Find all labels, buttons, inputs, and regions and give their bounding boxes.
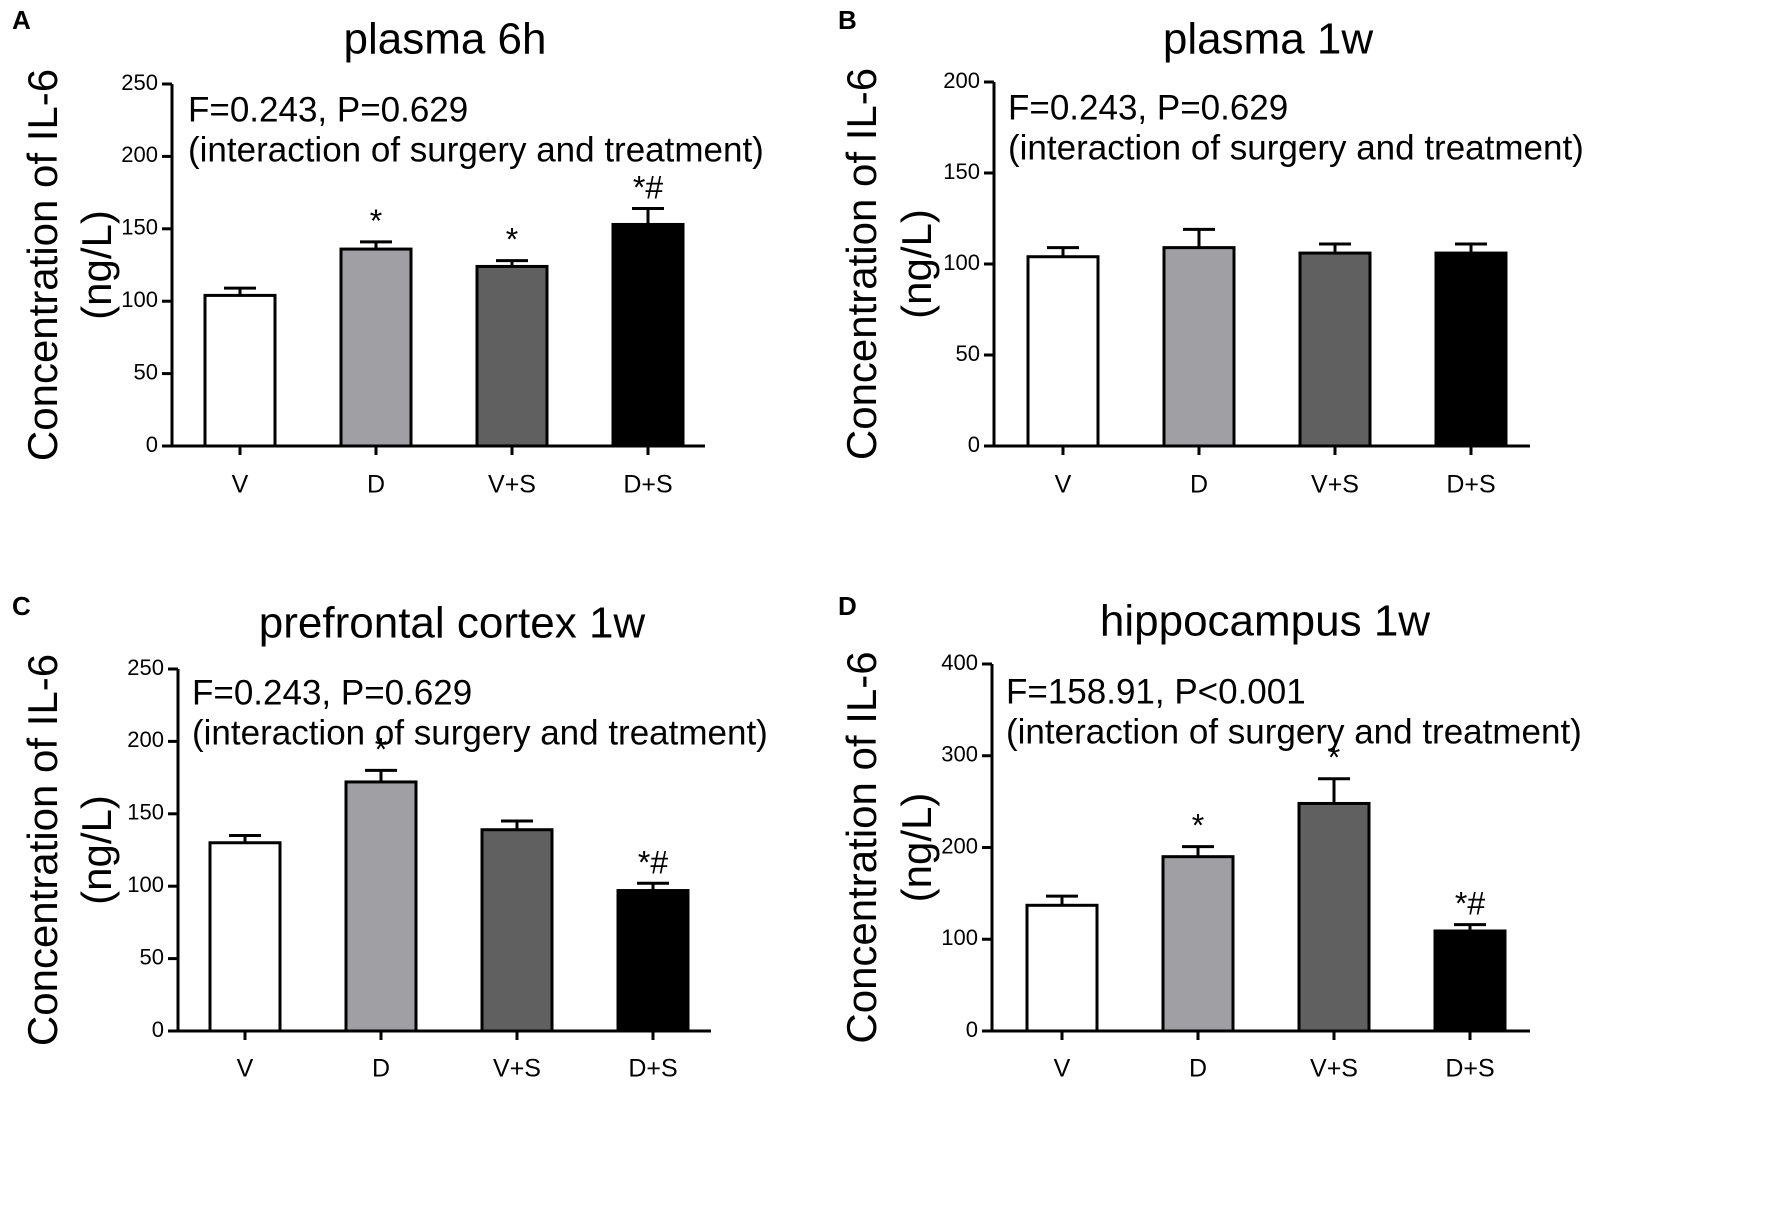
y-tick-label: 150 xyxy=(127,800,164,825)
significance-mark: * xyxy=(1192,808,1204,844)
significance-mark: *# xyxy=(1455,886,1485,922)
y-axis-unit: (ng/L) xyxy=(893,209,940,319)
chart-title: hippocampus 1w xyxy=(1100,597,1430,646)
bar-v xyxy=(1026,255,1100,448)
y-axis-label: Concentration of IL-6 xyxy=(838,651,885,1043)
chart-title: plasma 1w xyxy=(1163,15,1374,64)
x-tick-label: V+S xyxy=(1310,1055,1358,1083)
bar-v-plus-s xyxy=(1297,801,1371,1033)
x-tick-label: D+S xyxy=(1445,1055,1494,1083)
y-tick-label: 200 xyxy=(941,833,978,858)
x-tick-label: D xyxy=(367,471,385,499)
significance-mark: *# xyxy=(633,170,663,206)
bar-v-plus-s xyxy=(1298,251,1372,448)
stats-annotation-note: (interaction of surgery and treatment) xyxy=(188,130,764,169)
panel-letter: A xyxy=(12,5,31,35)
x-tick-label: D+S xyxy=(1446,471,1495,499)
stats-annotation-note: (interaction of surgery and treatment) xyxy=(1006,712,1582,751)
x-tick-label: V xyxy=(237,1055,254,1083)
y-tick-label: 100 xyxy=(943,250,980,275)
y-tick-label: 250 xyxy=(127,655,164,680)
stats-annotation-note: (interaction of surgery and treatment) xyxy=(192,713,768,752)
panel-letter: D xyxy=(838,591,857,621)
bar-d xyxy=(1162,246,1236,448)
y-axis-label: Concentration of IL-6 xyxy=(19,654,66,1046)
y-tick-label: 100 xyxy=(941,925,978,950)
bar-d-plus-s xyxy=(1433,929,1507,1033)
significance-mark: * xyxy=(506,222,518,258)
bar-v xyxy=(1025,903,1099,1033)
x-tick-label: V+S xyxy=(493,1055,541,1083)
bar-d-plus-s xyxy=(616,889,690,1033)
y-tick-label: 100 xyxy=(127,872,164,897)
y-axis-unit: (ng/L) xyxy=(893,793,940,903)
y-tick-label: 50 xyxy=(134,359,158,384)
y-tick-label: 250 xyxy=(121,70,158,95)
significance-mark: * xyxy=(375,731,387,767)
y-tick-label: 0 xyxy=(152,1017,164,1042)
y-tick-label: 100 xyxy=(121,287,158,312)
bar-v xyxy=(208,841,282,1033)
stats-annotation: F=0.243, P=0.629 xyxy=(1008,88,1288,127)
bar-v-plus-s xyxy=(475,264,549,448)
panel-letter: B xyxy=(838,5,857,35)
y-tick-label: 200 xyxy=(121,142,158,167)
y-tick-label: 50 xyxy=(956,341,980,366)
bar-d xyxy=(344,780,418,1033)
x-tick-label: D xyxy=(1190,471,1208,499)
y-axis-unit: (ng/L) xyxy=(73,210,120,320)
y-tick-label: 0 xyxy=(968,432,980,457)
bar-d xyxy=(1161,855,1235,1033)
y-axis-unit: (ng/L) xyxy=(73,795,120,905)
y-tick-label: 300 xyxy=(941,742,978,767)
x-tick-label: V+S xyxy=(1311,471,1359,499)
stats-annotation: F=0.243, P=0.629 xyxy=(192,673,472,712)
chart-title: plasma 6h xyxy=(343,15,546,64)
bar-d xyxy=(339,247,413,448)
stats-annotation: F=0.243, P=0.629 xyxy=(188,90,468,129)
stats-annotation: F=158.91, P<0.001 xyxy=(1006,672,1306,711)
panel-letter: C xyxy=(12,591,31,621)
x-tick-label: V+S xyxy=(488,471,536,499)
y-tick-label: 150 xyxy=(121,215,158,240)
bar-d-plus-s xyxy=(1434,251,1508,448)
x-tick-label: D+S xyxy=(623,471,672,499)
x-tick-label: V xyxy=(1055,471,1072,499)
y-axis-label: Concentration of IL-6 xyxy=(838,68,885,460)
y-tick-label: 400 xyxy=(941,650,978,675)
y-tick-label: 200 xyxy=(127,727,164,752)
y-tick-label: 0 xyxy=(966,1017,978,1042)
stats-annotation-note: (interaction of surgery and treatment) xyxy=(1008,128,1584,167)
x-tick-label: V xyxy=(232,471,249,499)
significance-mark: * xyxy=(1328,740,1340,776)
significance-mark: *# xyxy=(638,844,668,880)
y-tick-label: 150 xyxy=(943,159,980,184)
x-tick-label: D xyxy=(1189,1055,1207,1083)
y-tick-label: 50 xyxy=(140,944,164,969)
x-tick-label: V xyxy=(1054,1055,1071,1083)
chart-title: prefrontal cortex 1w xyxy=(259,599,646,648)
bar-v xyxy=(203,293,277,448)
bar-v-plus-s xyxy=(480,828,554,1033)
y-axis-label: Concentration of IL-6 xyxy=(19,69,66,461)
y-tick-label: 200 xyxy=(943,68,980,93)
bar-d-plus-s xyxy=(611,222,685,448)
x-tick-label: D xyxy=(372,1055,390,1083)
y-tick-label: 0 xyxy=(146,432,158,457)
x-tick-label: D+S xyxy=(628,1055,677,1083)
significance-mark: * xyxy=(370,203,382,239)
